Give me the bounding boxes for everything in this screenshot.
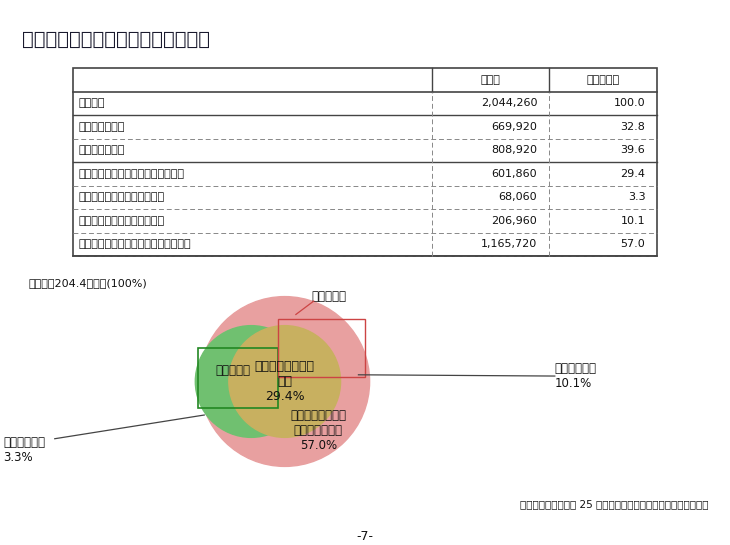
Text: 建物のみ所有している法人数: 建物のみ所有している法人数 (79, 216, 165, 226)
Text: -7-: -7- (356, 530, 374, 543)
Text: 土地・建物ともに
所有していない
57.0%: 土地・建物ともに 所有していない 57.0% (291, 409, 346, 452)
Circle shape (228, 325, 341, 437)
Text: 57.0: 57.0 (620, 239, 645, 250)
Text: 建物所有法人数: 建物所有法人数 (79, 146, 126, 155)
Circle shape (196, 325, 307, 437)
Text: 2,044,260: 2,044,260 (481, 99, 537, 108)
Bar (278, 319, 365, 377)
Text: 100.0: 100.0 (614, 99, 645, 108)
Text: 土地・建物とも所有している法人数: 土地・建物とも所有している法人数 (79, 169, 185, 179)
Text: 土地のみ所有している法人数: 土地のみ所有している法人数 (79, 192, 165, 202)
Text: 39.6: 39.6 (620, 146, 645, 155)
Text: 土地のみ所有
3.3%: 土地のみ所有 3.3% (4, 435, 46, 464)
Bar (198, 348, 278, 408)
Text: 3.3: 3.3 (628, 192, 645, 202)
Text: 1,165,720: 1,165,720 (481, 239, 537, 250)
Text: 建物を所有: 建物を所有 (312, 290, 347, 303)
Text: 土地所有法人数: 土地所有法人数 (79, 122, 126, 132)
Text: 割合（％）: 割合（％） (586, 75, 620, 85)
Text: 808,920: 808,920 (491, 146, 537, 155)
Text: 法人数: 法人数 (480, 75, 501, 85)
Text: 669,920: 669,920 (491, 122, 537, 132)
Text: 土地・建物とも所有していない法人数: 土地・建物とも所有していない法人数 (79, 239, 191, 250)
Text: 建物を所有: 建物を所有 (216, 364, 251, 377)
Text: 法人総数: 法人総数 (79, 99, 105, 108)
Text: （国土交通省「平成 25 年法人土地・建物基本調査」より作成）: （国土交通省「平成 25 年法人土地・建物基本調査」より作成） (520, 499, 708, 509)
Text: 32.8: 32.8 (620, 122, 645, 132)
Text: 土地・建物所有状況別法人数・割合: 土地・建物所有状況別法人数・割合 (22, 30, 210, 49)
Text: 206,960: 206,960 (491, 216, 537, 226)
Text: 29.4: 29.4 (620, 169, 645, 179)
Text: 建物のみ所有
10.1%: 建物のみ所有 10.1% (555, 362, 597, 390)
Text: 10.1: 10.1 (620, 216, 645, 226)
Text: 土地・建物ともに
所有
29.4%: 土地・建物ともに 所有 29.4% (255, 360, 315, 403)
Text: 68,060: 68,060 (499, 192, 537, 202)
Text: 法人総数204.4万法人(100%): 法人総数204.4万法人(100%) (28, 278, 147, 288)
Text: 601,860: 601,860 (492, 169, 537, 179)
Circle shape (200, 296, 369, 467)
